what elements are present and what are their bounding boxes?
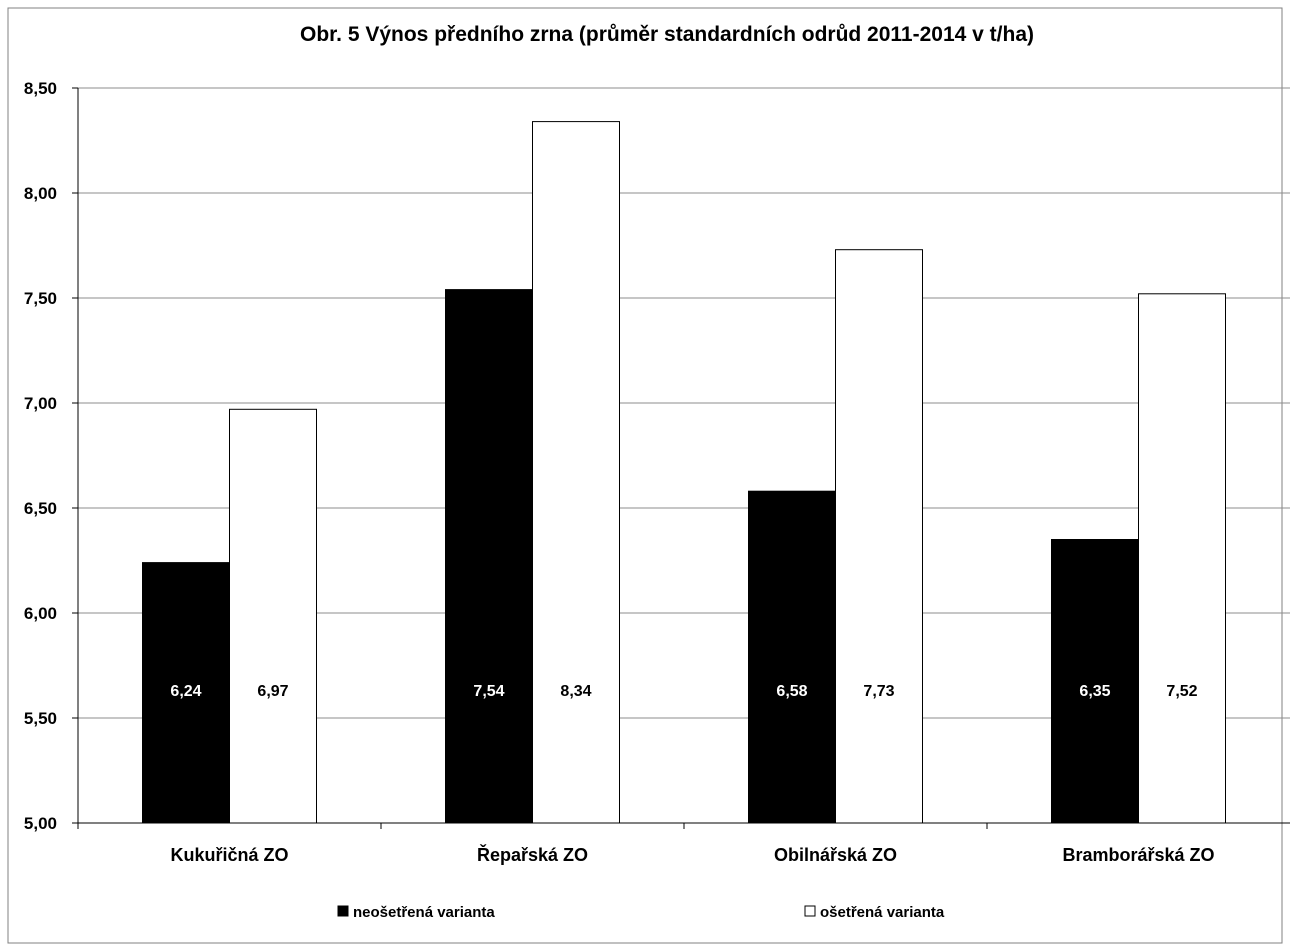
axes: 5,00 5,50 6,00 6,50 7,00 7,50 8,00 8,50 Kukuřičn… <box>24 79 1290 865</box>
y-tick-label: 8,50 <box>24 79 57 98</box>
bar-treated <box>1138 293 1226 824</box>
bar-untreated <box>748 490 836 824</box>
data-label: 8,34 <box>560 683 591 700</box>
data-label: 6,97 <box>257 683 288 700</box>
y-tick-label: 5,50 <box>24 709 57 728</box>
legend: neošetřená varianta ošetřená varianta <box>337 904 945 921</box>
category-label: Řepařská ZO <box>477 844 588 865</box>
bars <box>142 121 1226 824</box>
bar-untreated <box>142 562 230 824</box>
bar-treated <box>229 408 317 824</box>
legend-label: neošetřená varianta <box>353 904 495 921</box>
category-label: Kukuřičná ZO <box>170 845 288 865</box>
legend-label: ošetřená varianta <box>820 904 945 921</box>
chart-title: Obr. 5 Výnos předního zrna (průměr stand… <box>300 23 1034 46</box>
y-tick-label: 7,50 <box>24 289 57 308</box>
category-label: Bramborářská ZO <box>1062 845 1214 865</box>
data-labels: 6,24 6,97 7,54 8,34 6,58 7,73 6,35 7,52 <box>170 683 1197 700</box>
category-label: Obilnářská ZO <box>774 845 897 865</box>
data-label: 7,52 <box>1166 683 1197 700</box>
data-label: 7,54 <box>473 683 504 700</box>
bar-untreated <box>1051 539 1139 824</box>
data-label: 7,73 <box>863 683 894 700</box>
y-tick-label: 5,00 <box>24 814 57 833</box>
bar-treated <box>835 249 923 824</box>
y-tick-label: 7,00 <box>24 394 57 413</box>
data-label: 6,24 <box>170 683 201 700</box>
data-label: 6,58 <box>776 683 807 700</box>
legend-swatch <box>337 905 349 917</box>
bar-untreated <box>445 289 533 824</box>
y-tick-label: 6,00 <box>24 604 57 623</box>
data-label: 6,35 <box>1079 683 1110 700</box>
bar-treated <box>532 121 620 824</box>
y-tick-label: 8,00 <box>24 184 57 203</box>
legend-swatch <box>804 905 816 917</box>
y-tick-label: 6,50 <box>24 499 57 518</box>
